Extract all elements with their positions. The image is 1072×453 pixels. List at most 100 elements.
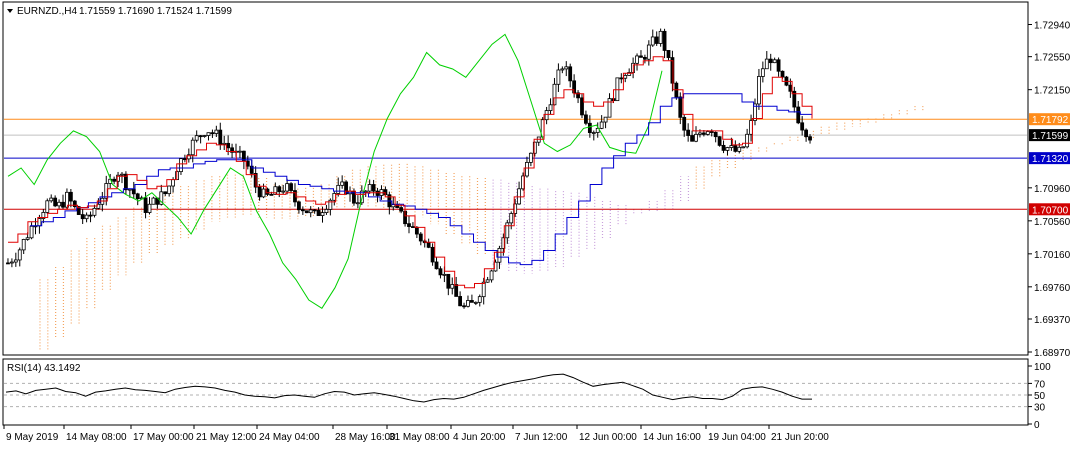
candle-bull (25, 237, 30, 240)
candle-bear (198, 135, 203, 138)
candle-bull (308, 209, 313, 214)
candle-bear (269, 193, 274, 196)
candle-bull (238, 150, 242, 153)
candle-bull (57, 201, 61, 207)
candle-bear (580, 97, 584, 116)
rsi-panel-frame (2, 358, 1029, 426)
time-axis: 9 May 2019 14 May 08:00 17 May 00:00 21 May… (3, 425, 829, 443)
candle-bear (808, 136, 812, 141)
candle-bull (328, 199, 333, 210)
candle-bear (678, 96, 683, 118)
candle-bull (705, 131, 710, 135)
candle-bull (489, 270, 494, 281)
price-tag-label: 1.71599 (1032, 131, 1069, 142)
candle-bear (780, 70, 785, 78)
candle-bull (336, 184, 341, 194)
candle-bull (45, 200, 50, 213)
candle-bear (72, 200, 77, 208)
candle-bull (737, 146, 742, 152)
candle-bear (124, 173, 128, 191)
price-tick-label: 1.70160 (1034, 250, 1071, 261)
candle-bear (76, 206, 81, 215)
candle-bear (462, 305, 466, 308)
candle-bull (450, 284, 455, 289)
candle-bull (179, 158, 183, 173)
candle-bear (257, 186, 262, 198)
candle-bull (635, 55, 639, 64)
candle-bull (725, 147, 730, 151)
candle-bull (281, 190, 286, 193)
candle-bull (261, 188, 266, 198)
price-tick-label: 1.70560 (1034, 217, 1071, 228)
candle-bear (690, 135, 694, 142)
candle-bull (623, 75, 628, 79)
time-tick-label: 19 Jun 04:00 (708, 432, 766, 443)
candle-bull (513, 203, 518, 214)
candle-bear (438, 268, 443, 276)
candlesticks (6, 28, 812, 309)
chikou-span (7, 33, 663, 309)
candle-bear (619, 77, 624, 80)
time-tick-label: 9 May 2019 (6, 432, 59, 443)
candle-bear (88, 214, 93, 217)
candle-bull (603, 116, 608, 123)
candle-bear (135, 193, 140, 199)
candle-bear (670, 57, 675, 84)
candle-bull (694, 133, 698, 142)
price-tick-label: 1.72940 (1034, 20, 1071, 31)
price-tick-label: 1.72150 (1034, 86, 1071, 97)
price-tag (1029, 113, 1070, 126)
rsi-tick-label: 30 (1034, 403, 1046, 414)
candle-bull (206, 132, 211, 136)
candle-bull (501, 237, 506, 249)
candle-bull (466, 300, 470, 307)
time-tick-label: 28 May 16:00 (335, 432, 396, 443)
candle-bear (426, 242, 431, 248)
time-tick-label: 17 May 00:00 (133, 432, 194, 443)
candle-bull (517, 188, 521, 205)
candle-bear (143, 197, 148, 213)
candle-bear (163, 191, 168, 195)
candle-bull (320, 212, 325, 216)
candle-bull (772, 59, 777, 64)
candle-bull (477, 296, 482, 303)
candle-bear (375, 190, 380, 196)
candle-bull (532, 141, 537, 154)
candle-bull (324, 208, 329, 214)
candle-bear (80, 214, 85, 220)
price-tick-label: 1.72550 (1034, 53, 1071, 64)
candle-bear (768, 58, 773, 64)
candle-bull (151, 197, 156, 205)
candle-bull (556, 69, 561, 85)
candle-bear (304, 210, 309, 214)
candle-bear (430, 246, 435, 263)
candle-bull (505, 222, 510, 239)
candle-bear (289, 183, 293, 191)
candle-bear (297, 201, 301, 211)
candle-bear (776, 59, 781, 72)
candle-bull (391, 204, 396, 208)
candle-bull (497, 248, 502, 263)
time-tick-label: 24 May 04:00 (259, 432, 320, 443)
candle-bull (509, 213, 514, 224)
candle-bull (92, 207, 97, 216)
candle-bull (363, 190, 368, 193)
candle-bull (607, 98, 612, 118)
candle-bull (285, 183, 290, 192)
candle-bear (576, 92, 580, 99)
candle-bear (454, 284, 459, 297)
symbol-dropdown-icon[interactable] (7, 9, 13, 13)
time-tick-label: 31 May 08:00 (389, 432, 450, 443)
candle-bull (564, 66, 569, 70)
price-axis: 1.72940 1.72550 1.72150 1.70960 1.70560 1.701… (1028, 20, 1071, 359)
candle-bear (470, 300, 474, 303)
candle-bear (643, 56, 647, 60)
candle-bear (218, 129, 223, 145)
candle-bull (525, 162, 529, 177)
candle-bull (473, 301, 478, 304)
candle-bull (442, 273, 447, 276)
candle-bull (17, 249, 22, 261)
price-tag (1029, 129, 1070, 142)
